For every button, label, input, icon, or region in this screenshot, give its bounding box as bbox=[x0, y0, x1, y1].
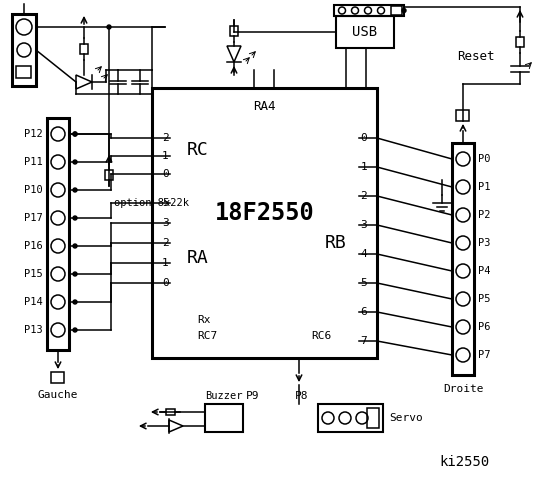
Text: 1: 1 bbox=[360, 162, 367, 172]
Text: P9: P9 bbox=[246, 391, 260, 401]
Text: Reset: Reset bbox=[457, 50, 495, 63]
Text: P4: P4 bbox=[478, 266, 491, 276]
Text: Droite: Droite bbox=[443, 384, 483, 394]
Text: Rx: Rx bbox=[197, 315, 211, 325]
Circle shape bbox=[107, 25, 111, 29]
Text: 0: 0 bbox=[360, 133, 367, 143]
Circle shape bbox=[73, 216, 77, 220]
Text: Buzzer: Buzzer bbox=[205, 391, 243, 401]
Circle shape bbox=[402, 9, 406, 12]
Text: 0: 0 bbox=[162, 278, 169, 288]
Bar bbox=[81, 44, 87, 54]
Text: P10: P10 bbox=[24, 185, 43, 195]
Text: 2: 2 bbox=[162, 238, 169, 248]
Text: Gauche: Gauche bbox=[38, 390, 79, 400]
Text: P5: P5 bbox=[478, 294, 491, 304]
Text: RB: RB bbox=[325, 234, 347, 252]
Text: 3: 3 bbox=[360, 220, 367, 230]
Text: 0: 0 bbox=[162, 169, 169, 179]
Text: 7: 7 bbox=[360, 336, 367, 346]
Bar bbox=[336, 16, 394, 48]
Circle shape bbox=[73, 132, 77, 136]
Text: Servo: Servo bbox=[389, 413, 422, 423]
Circle shape bbox=[73, 300, 77, 304]
Text: P11: P11 bbox=[24, 157, 43, 167]
Bar bbox=[152, 88, 377, 358]
Text: P7: P7 bbox=[478, 350, 491, 360]
Text: 5: 5 bbox=[360, 278, 367, 288]
Text: 2: 2 bbox=[360, 191, 367, 201]
Bar bbox=[106, 170, 112, 180]
Text: P1: P1 bbox=[478, 182, 491, 192]
Bar bbox=[452, 143, 474, 375]
Text: 5: 5 bbox=[162, 198, 169, 208]
Bar bbox=[205, 404, 243, 432]
Bar bbox=[318, 404, 383, 432]
Circle shape bbox=[73, 244, 77, 248]
Text: USB: USB bbox=[352, 25, 378, 39]
Bar bbox=[391, 6, 402, 15]
Circle shape bbox=[73, 132, 77, 136]
Text: 1: 1 bbox=[162, 151, 169, 161]
Text: P13: P13 bbox=[24, 325, 43, 335]
Text: P14: P14 bbox=[24, 297, 43, 307]
Circle shape bbox=[73, 272, 77, 276]
Bar bbox=[16, 66, 31, 78]
Bar bbox=[456, 110, 469, 121]
Circle shape bbox=[73, 160, 77, 164]
Text: P3: P3 bbox=[478, 238, 491, 248]
Circle shape bbox=[73, 328, 77, 332]
Text: P6: P6 bbox=[478, 322, 491, 332]
Text: RC: RC bbox=[187, 141, 208, 159]
Bar bbox=[165, 409, 175, 415]
Text: RC7: RC7 bbox=[197, 331, 217, 341]
Text: P17: P17 bbox=[24, 213, 43, 223]
Text: P15: P15 bbox=[24, 269, 43, 279]
Text: P2: P2 bbox=[478, 210, 491, 220]
Text: RC6: RC6 bbox=[312, 331, 332, 341]
Text: RA: RA bbox=[187, 249, 208, 267]
Bar bbox=[517, 37, 524, 47]
Circle shape bbox=[73, 188, 77, 192]
Text: 3: 3 bbox=[162, 218, 169, 228]
Bar bbox=[12, 14, 36, 86]
Bar bbox=[51, 372, 64, 383]
Bar bbox=[334, 5, 404, 16]
Text: ki2550: ki2550 bbox=[440, 455, 490, 469]
Text: RA4: RA4 bbox=[253, 99, 276, 112]
Text: 2: 2 bbox=[162, 133, 169, 143]
Text: 4: 4 bbox=[360, 249, 367, 259]
Bar bbox=[231, 26, 238, 36]
Text: 6: 6 bbox=[360, 307, 367, 317]
Bar bbox=[367, 408, 379, 428]
Text: P12: P12 bbox=[24, 129, 43, 139]
Text: 1: 1 bbox=[162, 258, 169, 268]
Text: option 8x22k: option 8x22k bbox=[114, 198, 189, 208]
Text: 18F2550: 18F2550 bbox=[215, 201, 314, 225]
Text: P16: P16 bbox=[24, 241, 43, 251]
Text: P0: P0 bbox=[478, 154, 491, 164]
Text: P8: P8 bbox=[295, 391, 309, 401]
Bar bbox=[47, 118, 69, 350]
